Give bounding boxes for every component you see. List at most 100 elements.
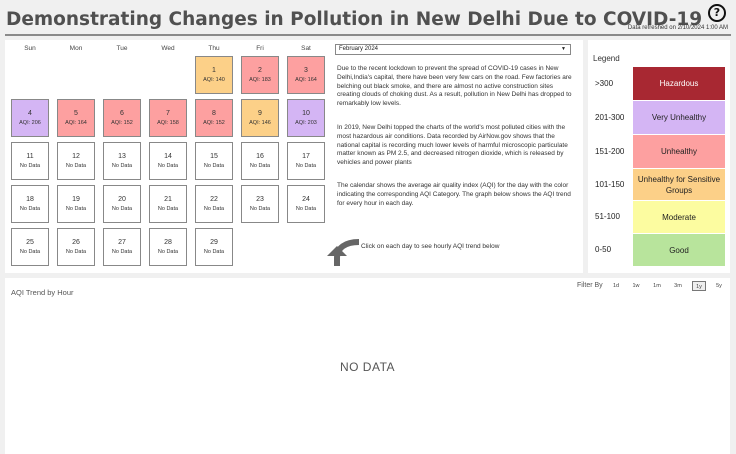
day-number: 8 <box>212 110 216 117</box>
calendar-day[interactable]: 17 No Data <box>287 142 325 180</box>
calendar-day[interactable]: 23 No Data <box>241 185 279 223</box>
day-number: 10 <box>302 110 310 117</box>
day-aqi-value: AQI: 183 <box>249 77 271 83</box>
calendar-day[interactable]: 27 No Data <box>103 228 141 266</box>
day-number: 26 <box>72 239 80 246</box>
day-aqi-value: No Data <box>111 163 133 169</box>
calendar-day[interactable]: 13 No Data <box>103 142 141 180</box>
help-icon[interactable]: ? <box>708 4 726 22</box>
calendar-day[interactable]: 5 AQI: 164 <box>57 99 95 137</box>
day-number: 21 <box>164 196 172 203</box>
day-number: 6 <box>120 110 124 117</box>
day-aqi-value: No Data <box>157 163 179 169</box>
click-hint-text: Click on each day to see hourly AQI tren… <box>361 243 500 250</box>
filter-button-1y[interactable]: 1y <box>692 281 706 291</box>
legend-range: >300 <box>595 78 614 88</box>
calendar-day[interactable]: 4 AQI: 206 <box>11 99 49 137</box>
calendar-day[interactable]: 11 No Data <box>11 142 49 180</box>
day-number: 15 <box>210 153 218 160</box>
calendar-day[interactable]: 1 AQI: 140 <box>195 56 233 94</box>
day-aqi-value: No Data <box>19 249 41 255</box>
description-paragraph-3: The calendar shows the average air quali… <box>337 182 571 207</box>
weekday-label: Sat <box>301 45 311 52</box>
calendar-day[interactable]: 7 AQI: 158 <box>149 99 187 137</box>
day-number: 17 <box>302 153 310 160</box>
weekday-label: Thu <box>208 45 220 52</box>
header-divider <box>5 34 731 36</box>
caret-down-icon[interactable]: ▼ <box>561 46 566 52</box>
day-aqi-value: AQI: 203 <box>295 120 317 126</box>
day-number: 3 <box>304 67 308 74</box>
calendar-day[interactable]: 14 No Data <box>149 142 187 180</box>
day-number: 4 <box>28 110 32 117</box>
calendar-day[interactable]: 15 No Data <box>195 142 233 180</box>
calendar-day[interactable]: 6 AQI: 152 <box>103 99 141 137</box>
day-aqi-value: No Data <box>65 249 87 255</box>
filter-label: Filter By <box>577 282 603 289</box>
trend-title: AQI Trend by Hour <box>11 288 74 297</box>
day-number: 11 <box>26 153 34 160</box>
legend-category: Unhealthy for Sensitive Groups <box>633 169 725 200</box>
calendar-day[interactable]: 26 No Data <box>57 228 95 266</box>
calendar-day[interactable]: 24 No Data <box>287 185 325 223</box>
calendar-day[interactable]: 28 No Data <box>149 228 187 266</box>
calendar-day[interactable]: 22 No Data <box>195 185 233 223</box>
day-number: 1 <box>212 67 216 74</box>
calendar-day[interactable]: 8 AQI: 152 <box>195 99 233 137</box>
day-number: 16 <box>256 153 264 160</box>
calendar-day[interactable]: 2 AQI: 183 <box>241 56 279 94</box>
calendar-day[interactable]: 12 No Data <box>57 142 95 180</box>
calendar-day[interactable]: 21 No Data <box>149 185 187 223</box>
calendar-day[interactable]: 10 AQI: 203 <box>287 99 325 137</box>
legend-category: Good <box>633 234 725 266</box>
legend-title: Legend <box>593 54 620 63</box>
day-number: 7 <box>166 110 170 117</box>
legend-range: 201-300 <box>595 112 625 122</box>
day-number: 12 <box>72 153 80 160</box>
legend-category: Hazardous <box>633 67 725 100</box>
description-paragraph-2: In 2019, New Delhi topped the charts of … <box>337 124 568 167</box>
day-number: 2 <box>258 67 262 74</box>
filter-button-3m[interactable]: 3m <box>674 283 682 289</box>
calendar-day[interactable]: 16 No Data <box>241 142 279 180</box>
description-paragraph-1: Due to the recent lockdown to prevent th… <box>337 65 572 108</box>
day-number: 27 <box>118 239 126 246</box>
day-number: 24 <box>302 196 310 203</box>
month-select[interactable]: February 2024 ▼ <box>335 44 571 55</box>
weekday-label: Tue <box>116 45 128 52</box>
day-aqi-value: No Data <box>249 163 271 169</box>
day-number: 23 <box>256 196 264 203</box>
day-aqi-value: No Data <box>65 163 87 169</box>
day-aqi-value: AQI: 146 <box>249 120 271 126</box>
day-number: 14 <box>164 153 172 160</box>
day-aqi-value: AQI: 152 <box>111 120 133 126</box>
legend-category: Unhealthy <box>633 135 725 168</box>
legend-panel: Legend >300 Hazardous 201-300 Very Unhealth… <box>588 40 730 273</box>
filter-button-1m[interactable]: 1m <box>653 283 661 289</box>
day-aqi-value: No Data <box>65 206 87 212</box>
curved-arrow-icon <box>327 239 360 266</box>
legend-category: Very Unhealthy <box>633 101 725 134</box>
day-number: 19 <box>72 196 80 203</box>
day-aqi-value: No Data <box>111 206 133 212</box>
filter-button-1w[interactable]: 1w <box>632 283 640 289</box>
calendar-day[interactable]: 19 No Data <box>57 185 95 223</box>
calendar-day[interactable]: 25 No Data <box>11 228 49 266</box>
day-aqi-value: No Data <box>157 249 179 255</box>
filter-button-5y[interactable]: 5y <box>716 283 722 289</box>
day-aqi-value: No Data <box>19 206 41 212</box>
legend-category: Moderate <box>633 201 725 233</box>
calendar-day[interactable]: 29 No Data <box>195 228 233 266</box>
calendar-day[interactable]: 20 No Data <box>103 185 141 223</box>
day-aqi-value: AQI: 140 <box>203 77 225 83</box>
weekday-label: Sun <box>24 45 36 52</box>
page-title: Demonstrating Changes in Pollution in Ne… <box>6 9 703 30</box>
calendar-day[interactable]: 9 AQI: 146 <box>241 99 279 137</box>
calendar-day[interactable]: 18 No Data <box>11 185 49 223</box>
day-aqi-value: No Data <box>19 163 41 169</box>
calendar-day[interactable]: 3 AQI: 164 <box>287 56 325 94</box>
filter-button-1d[interactable]: 1d <box>612 283 620 289</box>
day-number: 28 <box>164 239 172 246</box>
no-data-message: NO DATA <box>339 360 396 374</box>
day-aqi-value: No Data <box>203 163 225 169</box>
